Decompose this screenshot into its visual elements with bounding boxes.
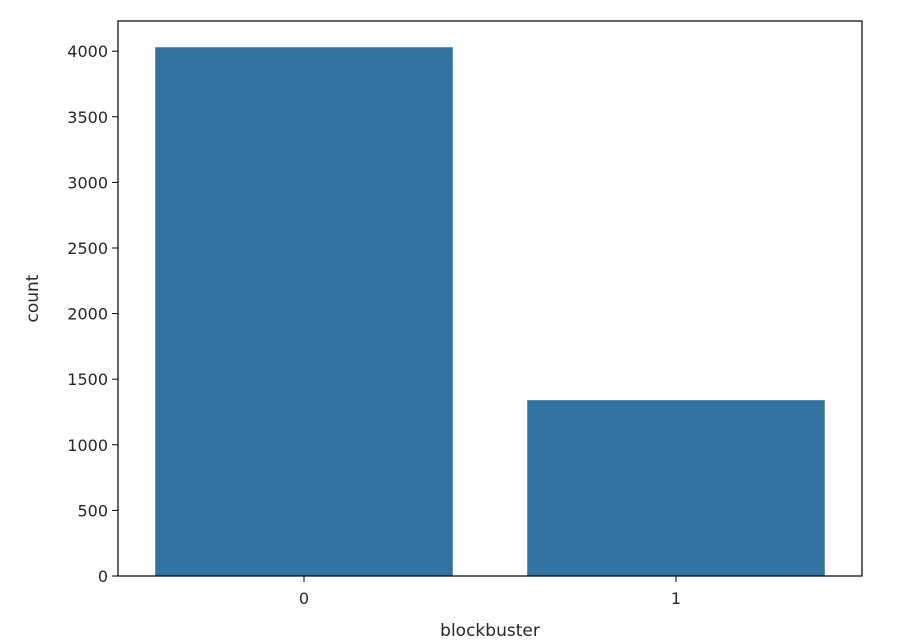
y-tick-label: 3000 bbox=[67, 173, 108, 192]
bars-layer bbox=[155, 47, 825, 576]
y-tick-label: 500 bbox=[77, 501, 108, 520]
x-axis-label: blockbuster bbox=[440, 621, 540, 641]
y-tick-label: 1500 bbox=[67, 370, 108, 389]
y-axis-label: count bbox=[23, 274, 43, 322]
y-tick-label: 1000 bbox=[67, 436, 108, 455]
y-tick-label: 3500 bbox=[67, 108, 108, 127]
y-tick-label: 2000 bbox=[67, 305, 108, 324]
x-tick-label: 1 bbox=[671, 589, 681, 608]
y-tick-label: 2500 bbox=[67, 239, 108, 258]
bar-0 bbox=[155, 47, 453, 576]
y-tick-label: 4000 bbox=[67, 42, 108, 61]
y-axis-ticks: 0 500 1000 1500 2000 2500 3000 3500 4000 bbox=[67, 42, 118, 586]
plot-frame bbox=[117, 20, 863, 577]
bar-1 bbox=[527, 400, 825, 576]
x-tick-label: 0 bbox=[299, 589, 309, 608]
y-tick-label: 0 bbox=[98, 567, 108, 586]
